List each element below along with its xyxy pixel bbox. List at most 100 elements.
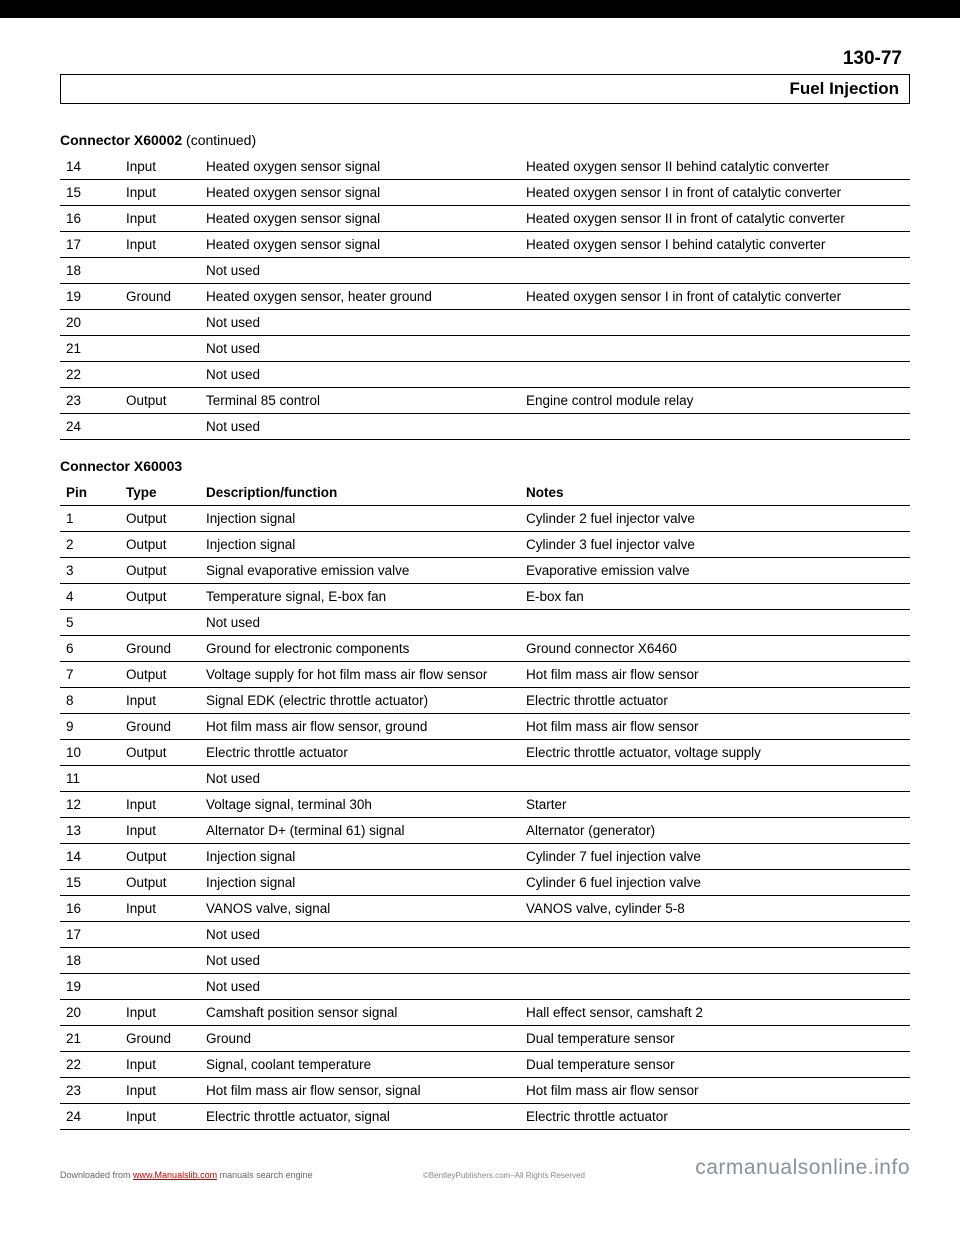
cell-type: Input bbox=[120, 180, 200, 206]
cell-desc: Signal EDK (electric throttle actuator) bbox=[200, 688, 520, 714]
cell-type: Ground bbox=[120, 1026, 200, 1052]
cell-type: Output bbox=[120, 584, 200, 610]
cell-desc: Temperature signal, E-box fan bbox=[200, 584, 520, 610]
connector-table-1: 14InputHeated oxygen sensor signalHeated… bbox=[60, 154, 910, 440]
cell-type: Input bbox=[120, 206, 200, 232]
cell-desc: Injection signal bbox=[200, 870, 520, 896]
cell-notes: Starter bbox=[520, 792, 910, 818]
table-row: 5Not used bbox=[60, 610, 910, 636]
cell-type: Output bbox=[120, 870, 200, 896]
header-notes: Notes bbox=[520, 480, 910, 506]
table1-title-bold: Connector X60002 bbox=[60, 132, 182, 148]
cell-desc: Not used bbox=[200, 766, 520, 792]
table1-title: Connector X60002 (continued) bbox=[60, 132, 910, 148]
footer-link[interactable]: www.Manualslib.com bbox=[133, 1170, 217, 1180]
header-type: Type bbox=[120, 480, 200, 506]
cell-type: Input bbox=[120, 1052, 200, 1078]
table-row: 16InputVANOS valve, signalVANOS valve, c… bbox=[60, 896, 910, 922]
table-row: 14InputHeated oxygen sensor signalHeated… bbox=[60, 154, 910, 180]
cell-notes: Cylinder 6 fuel injection valve bbox=[520, 870, 910, 896]
footer-right[interactable]: carmanualsonline.info bbox=[695, 1156, 910, 1180]
footer-center: ©BentleyPublishers.com–All Rights Reserv… bbox=[313, 1171, 696, 1180]
cell-type: Input bbox=[120, 792, 200, 818]
cell-desc: Heated oxygen sensor signal bbox=[200, 180, 520, 206]
table-row: 21Not used bbox=[60, 336, 910, 362]
cell-pin: 3 bbox=[60, 558, 120, 584]
table-row: 23InputHot film mass air flow sensor, si… bbox=[60, 1078, 910, 1104]
cell-type bbox=[120, 610, 200, 636]
cell-pin: 24 bbox=[60, 414, 120, 440]
cell-notes: Cylinder 3 fuel injector valve bbox=[520, 532, 910, 558]
cell-notes bbox=[520, 974, 910, 1000]
table2-header-row: Pin Type Description/function Notes bbox=[60, 480, 910, 506]
table-row: 3OutputSignal evaporative emission valve… bbox=[60, 558, 910, 584]
cell-pin: 4 bbox=[60, 584, 120, 610]
cell-type bbox=[120, 766, 200, 792]
cell-notes: Heated oxygen sensor I in front of catal… bbox=[520, 284, 910, 310]
cell-pin: 18 bbox=[60, 948, 120, 974]
cell-type: Input bbox=[120, 232, 200, 258]
cell-type bbox=[120, 922, 200, 948]
cell-type: Input bbox=[120, 818, 200, 844]
cell-desc: Voltage signal, terminal 30h bbox=[200, 792, 520, 818]
cell-pin: 7 bbox=[60, 662, 120, 688]
cell-notes bbox=[520, 766, 910, 792]
cell-desc: Heated oxygen sensor signal bbox=[200, 232, 520, 258]
cell-notes bbox=[520, 922, 910, 948]
cell-pin: 23 bbox=[60, 1078, 120, 1104]
cell-pin: 15 bbox=[60, 870, 120, 896]
cell-type: Output bbox=[120, 740, 200, 766]
cell-pin: 18 bbox=[60, 258, 120, 284]
table-row: 11Not used bbox=[60, 766, 910, 792]
cell-pin: 22 bbox=[60, 1052, 120, 1078]
cell-pin: 2 bbox=[60, 532, 120, 558]
cell-pin: 5 bbox=[60, 610, 120, 636]
cell-desc: Injection signal bbox=[200, 844, 520, 870]
cell-desc: Terminal 85 control bbox=[200, 388, 520, 414]
table-row: 24InputElectric throttle actuator, signa… bbox=[60, 1104, 910, 1130]
cell-pin: 22 bbox=[60, 362, 120, 388]
cell-pin: 10 bbox=[60, 740, 120, 766]
cell-desc: Not used bbox=[200, 258, 520, 284]
table-row: 19GroundHeated oxygen sensor, heater gro… bbox=[60, 284, 910, 310]
cell-type: Output bbox=[120, 506, 200, 532]
table-row: 1OutputInjection signalCylinder 2 fuel i… bbox=[60, 506, 910, 532]
cell-desc: Not used bbox=[200, 336, 520, 362]
cell-desc: Injection signal bbox=[200, 506, 520, 532]
cell-notes: Heated oxygen sensor I in front of catal… bbox=[520, 180, 910, 206]
table-row: 15OutputInjection signalCylinder 6 fuel … bbox=[60, 870, 910, 896]
table-row: 2OutputInjection signalCylinder 3 fuel i… bbox=[60, 532, 910, 558]
top-black-bar bbox=[0, 0, 960, 18]
cell-desc: Not used bbox=[200, 974, 520, 1000]
cell-pin: 9 bbox=[60, 714, 120, 740]
cell-desc: Voltage supply for hot film mass air flo… bbox=[200, 662, 520, 688]
table1-title-normal: (continued) bbox=[182, 132, 256, 148]
cell-pin: 14 bbox=[60, 844, 120, 870]
table-row: 13InputAlternator D+ (terminal 61) signa… bbox=[60, 818, 910, 844]
cell-notes: Heated oxygen sensor I behind catalytic … bbox=[520, 232, 910, 258]
cell-type: Output bbox=[120, 662, 200, 688]
cell-pin: 23 bbox=[60, 388, 120, 414]
cell-notes bbox=[520, 310, 910, 336]
cell-type: Input bbox=[120, 688, 200, 714]
cell-desc: Alternator D+ (terminal 61) signal bbox=[200, 818, 520, 844]
cell-type bbox=[120, 336, 200, 362]
cell-desc: Not used bbox=[200, 310, 520, 336]
cell-notes: Electric throttle actuator bbox=[520, 1104, 910, 1130]
footer-left: Downloaded from www.Manualslib.com manua… bbox=[60, 1170, 313, 1180]
cell-desc: VANOS valve, signal bbox=[200, 896, 520, 922]
table-row: 9GroundHot film mass air flow sensor, gr… bbox=[60, 714, 910, 740]
table-row: 14OutputInjection signalCylinder 7 fuel … bbox=[60, 844, 910, 870]
page-number: 130-77 bbox=[60, 48, 910, 70]
cell-notes bbox=[520, 258, 910, 284]
cell-notes: Cylinder 7 fuel injection valve bbox=[520, 844, 910, 870]
connector-table-2: Pin Type Description/function Notes 1Out… bbox=[60, 480, 910, 1130]
table-row: 16InputHeated oxygen sensor signalHeated… bbox=[60, 206, 910, 232]
cell-desc: Heated oxygen sensor signal bbox=[200, 154, 520, 180]
cell-desc: Heated oxygen sensor signal bbox=[200, 206, 520, 232]
cell-pin: 16 bbox=[60, 896, 120, 922]
cell-notes: Alternator (generator) bbox=[520, 818, 910, 844]
cell-notes: Hall effect sensor, camshaft 2 bbox=[520, 1000, 910, 1026]
cell-notes bbox=[520, 948, 910, 974]
cell-desc: Not used bbox=[200, 922, 520, 948]
